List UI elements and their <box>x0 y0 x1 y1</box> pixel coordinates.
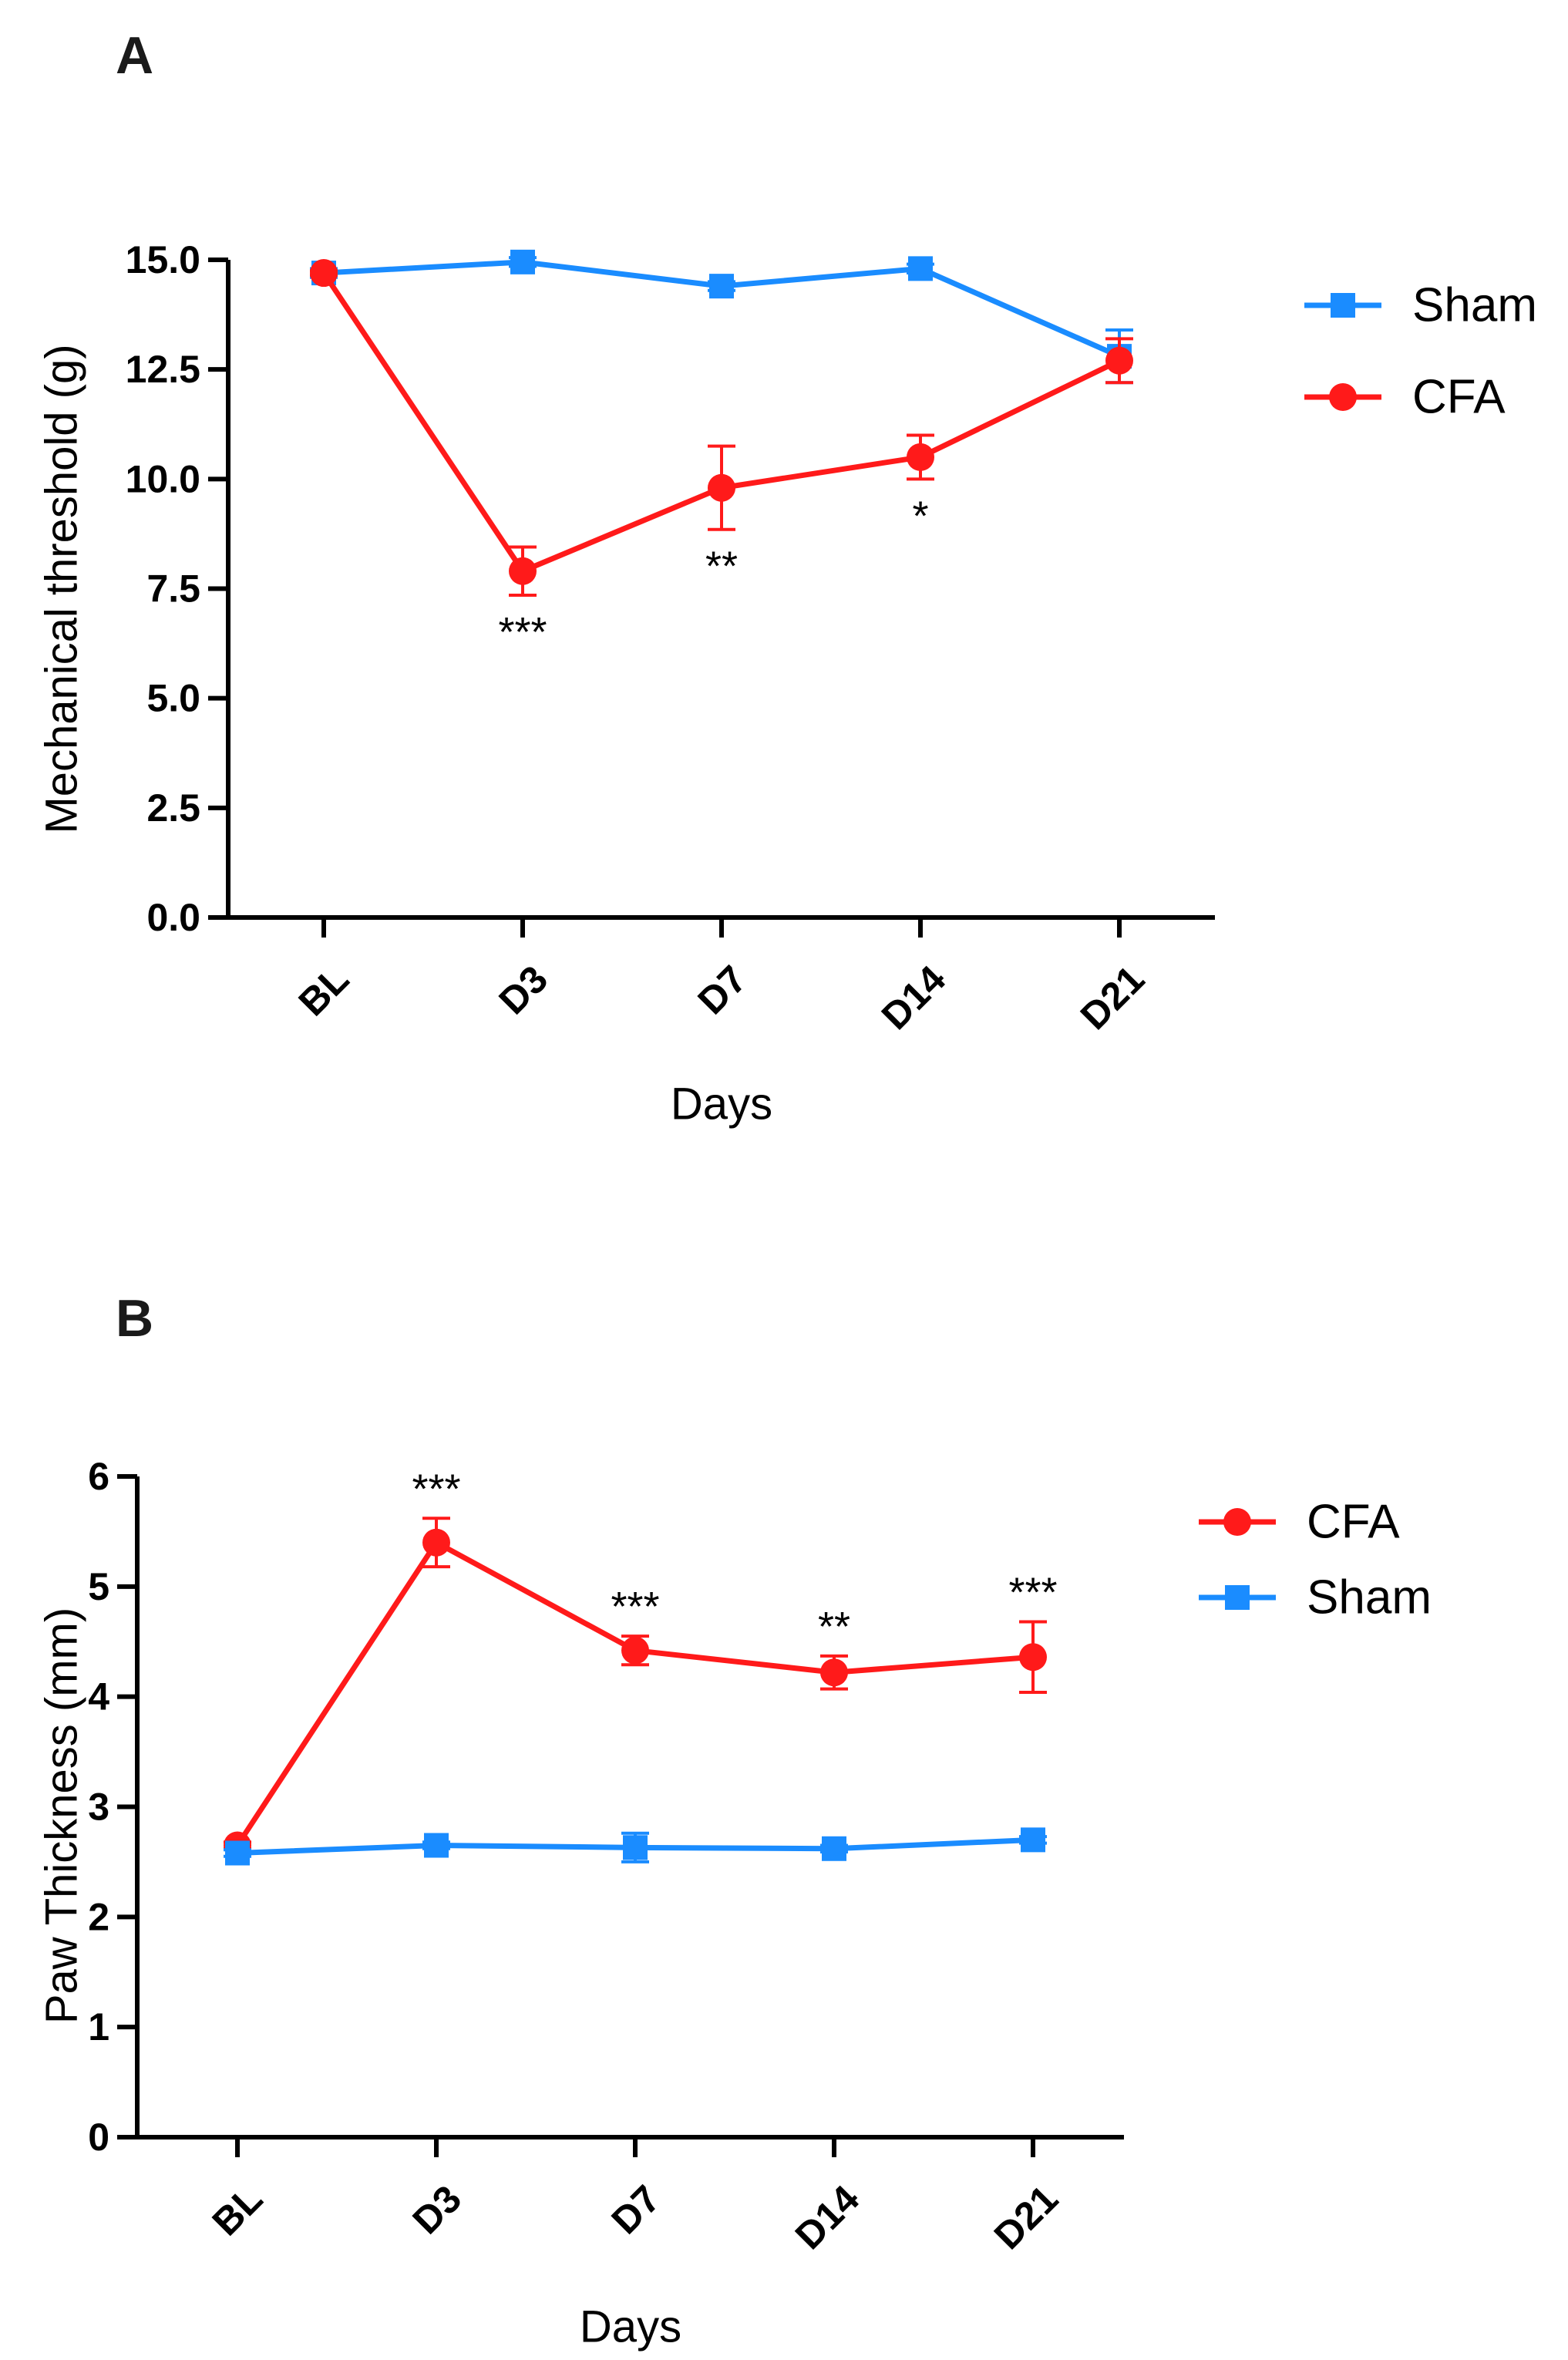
legend-marker-square <box>1331 293 1355 318</box>
data-point-circle <box>907 443 934 471</box>
y-tick-label: 5.0 <box>146 677 200 720</box>
legend-label-sham: Sham <box>1412 279 1537 332</box>
y-tick-label: 2 <box>88 1895 109 1938</box>
y-tick-label: 12.5 <box>126 348 200 391</box>
significance-label: *** <box>611 1584 659 1630</box>
series-sham <box>224 1827 1047 1866</box>
data-point-circle <box>621 1636 649 1665</box>
y-tick-label: 3 <box>88 1786 109 1829</box>
data-point-square <box>1021 1827 1045 1853</box>
x-axis-title: Days <box>671 1079 772 1130</box>
data-point-square <box>424 1833 449 1858</box>
y-tick-label: 2.5 <box>146 786 200 830</box>
data-point-square <box>623 1835 648 1860</box>
y-tick-label: 0.0 <box>146 896 200 939</box>
data-point-square <box>709 274 734 299</box>
series-cfa <box>310 259 1133 598</box>
legend-label-cfa: CFA <box>1412 371 1506 424</box>
y-tick-label: 15.0 <box>126 238 200 281</box>
y-tick-label: 4 <box>88 1675 109 1719</box>
significance-label: ** <box>818 1604 850 1650</box>
panel-label: B <box>116 1289 153 1348</box>
data-point-square <box>510 249 535 274</box>
x-axis-title: Days <box>580 2302 681 2352</box>
data-point-circle <box>708 473 735 502</box>
y-axis-title: Paw Thickness (mm) <box>37 1608 87 2024</box>
legend-marker-square <box>1225 1585 1250 1610</box>
legend-marker-circle <box>1329 383 1357 411</box>
y-axis-title: Mechanical threshold (g) <box>37 344 87 833</box>
data-point-square <box>822 1836 846 1861</box>
significance-label: *** <box>1008 1570 1057 1616</box>
data-point-circle <box>820 1658 848 1687</box>
data-point-circle <box>509 557 537 585</box>
data-point-square <box>908 256 933 281</box>
significance-label: *** <box>412 1466 460 1512</box>
legend-marker-circle <box>1223 1508 1251 1536</box>
y-tick-label: 1 <box>88 2005 109 2049</box>
data-point-square <box>225 1840 250 1866</box>
data-point-circle <box>422 1528 450 1557</box>
y-tick-label: 6 <box>88 1455 109 1498</box>
data-point-circle <box>1105 346 1133 375</box>
significance-label: ** <box>705 544 738 590</box>
significance-label: *** <box>498 609 547 655</box>
y-tick-label: 7.5 <box>146 567 200 611</box>
y-tick-label: 5 <box>88 1565 109 1608</box>
significance-label: * <box>912 493 928 539</box>
legend-label-cfa: CFA <box>1307 1496 1400 1549</box>
y-tick-label: 10.0 <box>126 457 200 500</box>
data-point-circle <box>310 259 338 288</box>
legend-label-sham: Sham <box>1307 1571 1432 1624</box>
panel-label: A <box>116 26 153 85</box>
data-point-circle <box>1019 1643 1047 1672</box>
y-tick-label: 0 <box>88 2116 109 2159</box>
